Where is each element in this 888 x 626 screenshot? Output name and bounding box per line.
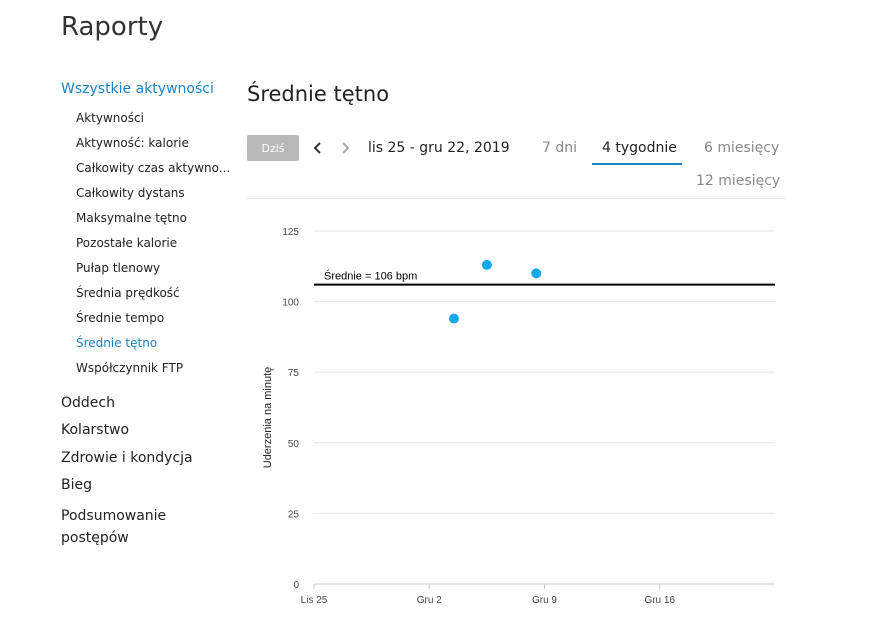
chevron-right-icon[interactable] [338,139,352,157]
heart-rate-chart: 0 25 50 75 100 125 Lis 25 Gru 2 Gru 9 Gru 16 Uderz… [262,227,775,606]
average-label: Średnie = 106 bpm [324,270,417,283]
y-axis-label: Uderzenia na minutę [262,367,274,469]
page-title: Raporty [61,12,164,42]
sidebar-item-pozostale-kalorie[interactable]: Pozostałe kalorie [76,236,178,250]
date-range-label: lis 25 - gru 22, 2019 [368,140,510,156]
tab-7-dni[interactable]: 7 dni [542,140,578,156]
chevron-left-icon[interactable] [311,139,325,157]
x-tick-label: Gru 16 [644,595,675,606]
active-tab-indicator [592,163,682,165]
header-divider [247,198,785,199]
sidebar-item-pulap-tlenowy[interactable]: Pułap tlenowy [76,261,161,275]
y-tick-label: 100 [282,298,299,309]
sidebar-item-maksymalne-tetno[interactable]: Maksymalne tętno [76,211,187,225]
sidebar-group-podsumowanie[interactable]: Podsumowanie postępów [61,508,167,546]
y-tick-label: 0 [293,580,299,591]
sidebar-all-activities[interactable]: Wszystkie aktywności [61,81,214,97]
tab-12-miesiecy[interactable]: 12 miesięcy [696,173,781,189]
data-point [448,313,459,324]
sidebar-item-srednia-predkosc[interactable]: Średnia prędkość [76,286,180,300]
today-button[interactable]: Dziś [247,135,299,161]
y-tick-label: 75 [288,368,300,379]
sidebar-group-zdrowie[interactable]: Zdrowie i kondycja [61,450,193,466]
tab-6-miesiecy[interactable]: 6 miesięcy [704,140,780,156]
section-title: Średnie tętno [247,82,390,106]
sidebar-item-srednie-tempo[interactable]: Średnie tempo [76,311,165,325]
sidebar-item-wspolczynnik-ftp[interactable]: Współczynnik FTP [76,361,184,375]
y-tick-label: 125 [282,227,299,238]
data-point [531,268,542,279]
sidebar-item-aktywnosc-kalorie[interactable]: Aktywność: kalorie [76,136,189,150]
y-tick-label: 25 [288,509,300,520]
sidebar-group-bieg[interactable]: Bieg [61,477,92,493]
data-point [481,259,492,270]
sidebar-item-aktywnosci[interactable]: Aktywności [76,111,144,125]
sidebar-item-calkowity-czas[interactable]: Całkowity czas aktywno... [76,161,231,175]
sidebar-group-kolarstwo[interactable]: Kolarstwo [61,422,130,438]
tab-4-tygodnie[interactable]: 4 tygodnie [602,140,677,156]
x-tick-label: Gru 2 [417,595,442,606]
sidebar-item-calkowity-dystans[interactable]: Całkowity dystans [76,186,185,200]
sidebar-group-oddech[interactable]: Oddech [61,395,115,411]
x-tick-label: Gru 9 [532,595,557,606]
y-tick-label: 50 [288,439,300,450]
x-tick-label: Lis 25 [301,595,328,606]
sidebar-item-srednie-tetno[interactable]: Średnie tętno [76,336,158,350]
